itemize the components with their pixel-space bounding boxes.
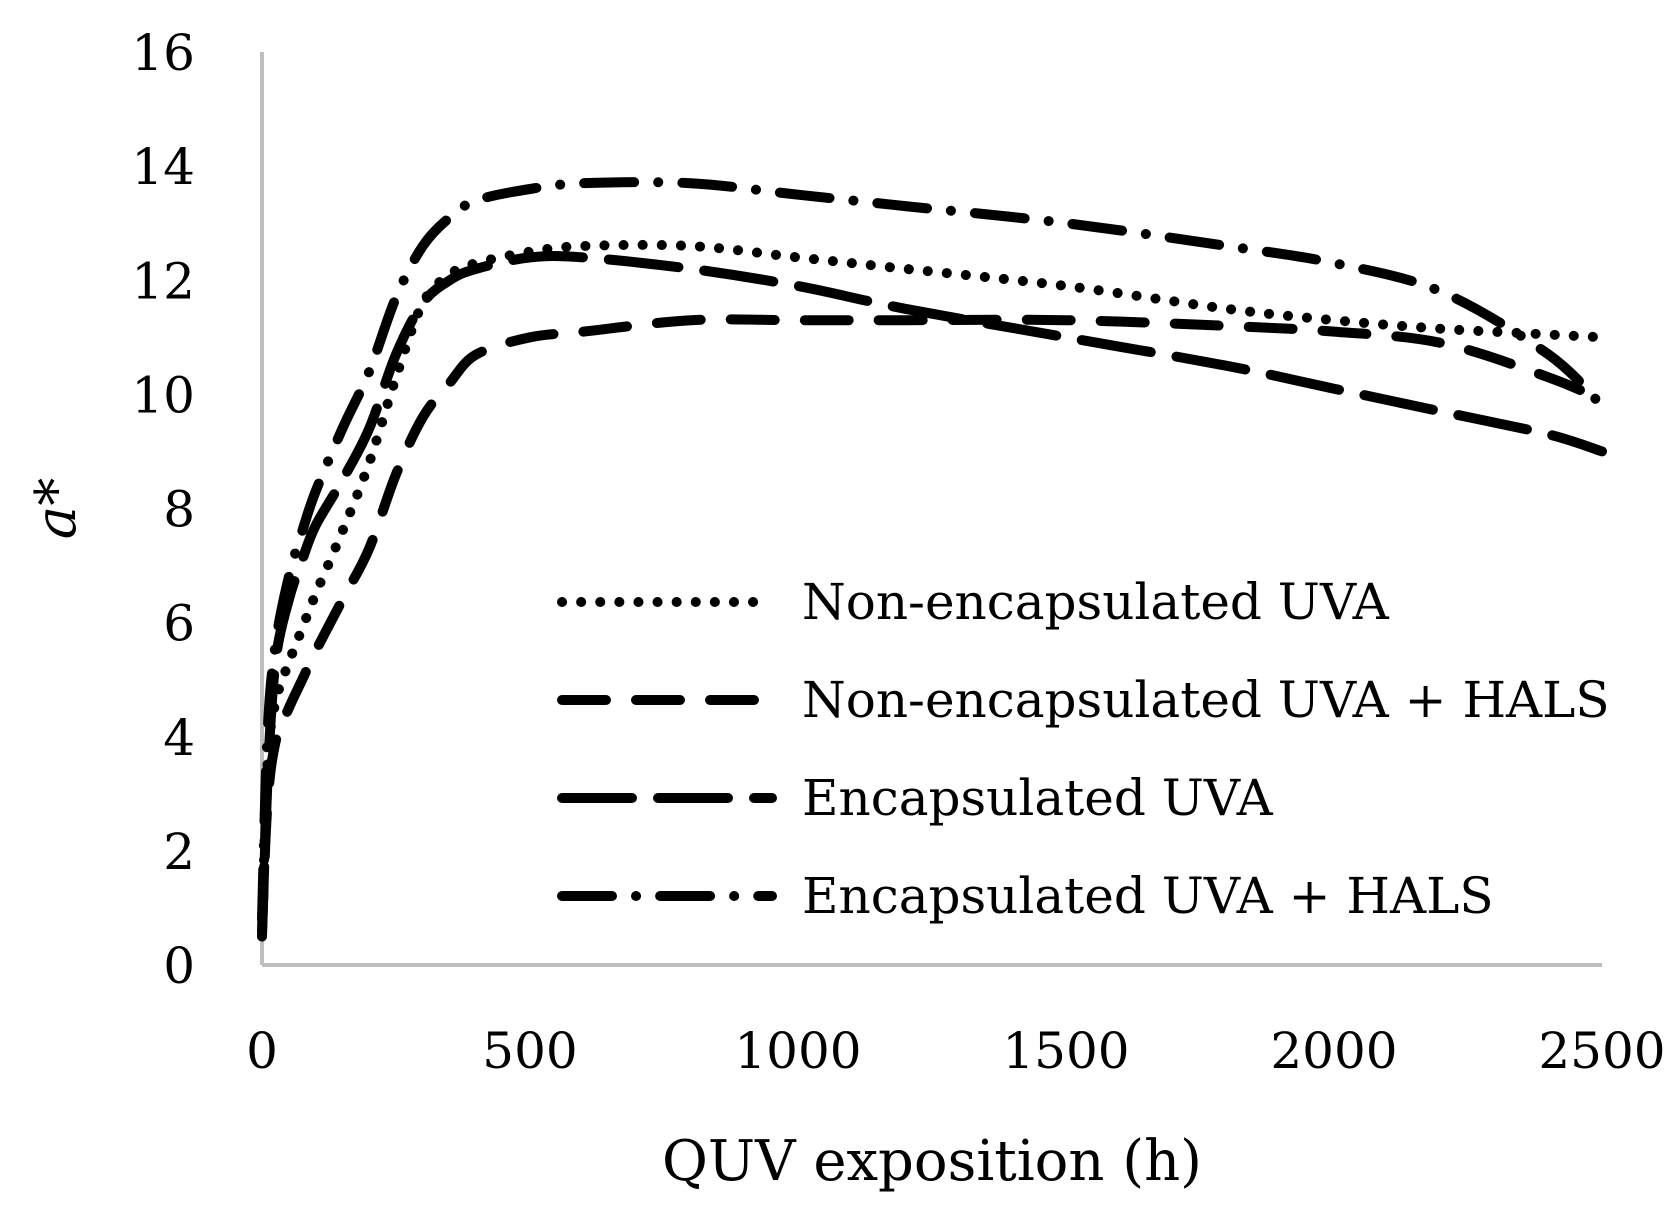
x-tick-label: 500	[482, 1022, 577, 1080]
y-tick-label: 0	[163, 937, 195, 995]
y-tick-label: 10	[131, 366, 195, 424]
axis-labels: QUV exposition (h) a*	[24, 478, 1202, 1194]
x-tick-label: 1500	[1002, 1022, 1129, 1080]
series-line-2	[257, 314, 1607, 936]
legend-label-1: Non-encapsulated UVA	[802, 573, 1390, 631]
x-tick-label: 1000	[734, 1022, 861, 1080]
y-tick-label: 14	[131, 138, 195, 196]
x-tick-label: 2500	[1538, 1022, 1665, 1080]
legend-label-3: Encapsulated UVA	[802, 769, 1274, 827]
legend-label-4: Encapsulated UVA + HALS	[802, 867, 1494, 925]
y-tick-label: 16	[131, 24, 195, 82]
y-tick-label: 4	[163, 709, 195, 767]
legend-label-2: Non-encapsulated UVA + HALS	[802, 671, 1610, 729]
series-line-1	[257, 239, 1607, 942]
y-tick-label: 8	[163, 481, 195, 539]
y-tick-label: 2	[163, 823, 195, 881]
legend: Non-encapsulated UVA Non-encapsulated UVA…	[557, 573, 1610, 925]
y-tick-label: 6	[163, 595, 195, 653]
x-axis-title: QUV exposition (h)	[662, 1129, 1202, 1194]
x-tick-label: 0	[246, 1022, 278, 1080]
x-tick-label: 2000	[1270, 1022, 1397, 1080]
series-lines	[257, 177, 1607, 942]
series-line-4	[257, 177, 1607, 925]
y-tick-label: 12	[131, 252, 195, 310]
axes: 0 2 4 6 8 10 12 14 16 0 500 1000 1500 2000 2500	[131, 24, 1665, 1080]
y-axis-title: a*	[24, 478, 89, 539]
series-line-3	[257, 250, 1607, 942]
